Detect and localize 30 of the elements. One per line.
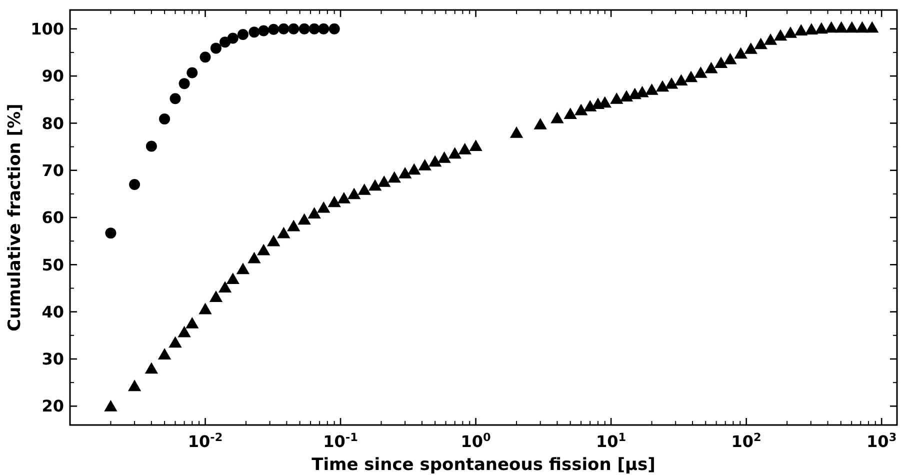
- x-tick-label: 10$^{1}$: [596, 430, 626, 451]
- point: [268, 24, 280, 35]
- point: [146, 140, 157, 152]
- point: [186, 67, 198, 78]
- point: [278, 23, 290, 34]
- point: [318, 23, 330, 34]
- point: [227, 32, 238, 44]
- x-tick-label: 10$^{-1}$: [323, 430, 358, 451]
- y-tick-label: 80: [42, 114, 64, 133]
- x-axis-title: Time since spontaneous fission [μs]: [312, 455, 656, 475]
- point: [328, 23, 340, 34]
- y-tick-label: 20: [42, 396, 64, 416]
- point: [248, 26, 260, 38]
- point: [258, 25, 270, 36]
- point: [237, 29, 248, 40]
- y-tick-label: 40: [42, 302, 64, 322]
- x-tick-label: 10$^{-2}$: [188, 430, 223, 451]
- y-tick-label: 100: [30, 19, 64, 38]
- x-tick-label: 10$^{2}$: [731, 430, 762, 451]
- y-tick-label: 30: [42, 350, 64, 369]
- point: [298, 23, 310, 34]
- x-tick-label: 10$^{0}$: [460, 430, 492, 451]
- y-tick-label: 60: [42, 208, 64, 228]
- y-axis-title: Cumulative fraction [%]: [5, 104, 25, 332]
- y-tick-label: 50: [42, 255, 64, 274]
- y-tick-label: 90: [42, 66, 64, 86]
- point: [308, 23, 320, 34]
- y-tick-label: 70: [42, 160, 64, 180]
- x-tick-label: 10$^{3}$: [866, 430, 897, 451]
- point: [288, 23, 300, 34]
